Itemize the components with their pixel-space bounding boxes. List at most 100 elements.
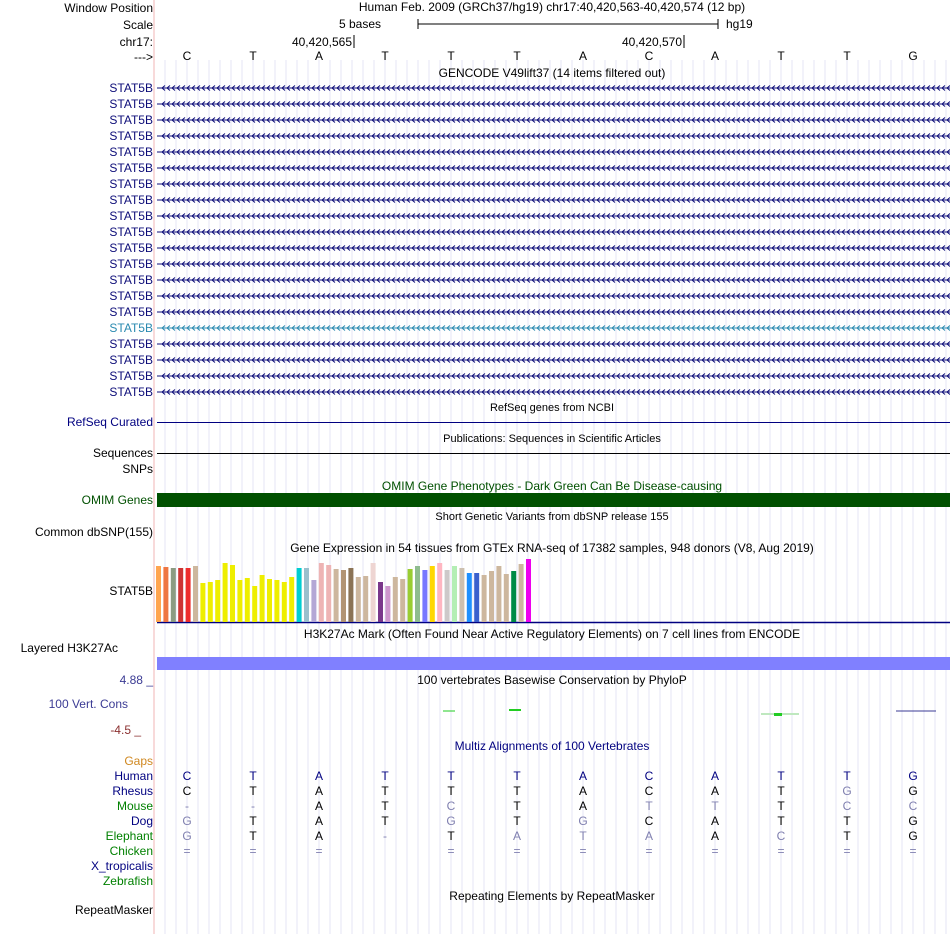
gencode-item-label[interactable]: STAT5B: [109, 273, 153, 287]
alignment-base: C: [182, 769, 192, 783]
gtex-tissue-bar: [274, 580, 280, 622]
alignment-base: =: [513, 844, 521, 858]
strand-arrows: [161, 85, 950, 91]
gencode-item-label[interactable]: STAT5B: [109, 113, 153, 127]
gencode-item-label[interactable]: STAT5B: [109, 193, 153, 207]
refseq-gene-line[interactable]: [157, 422, 950, 423]
alignment-base: T: [777, 799, 785, 813]
gencode-item-label[interactable]: STAT5B: [109, 337, 153, 351]
omim-track-title: OMIM Gene Phenotypes - Dark Green Can Be…: [381, 479, 723, 493]
gencode-item-label[interactable]: STAT5B: [109, 257, 153, 271]
gencode-item-label[interactable]: STAT5B: [109, 129, 153, 143]
publications-line[interactable]: [157, 453, 950, 454]
species-label[interactable]: Elephant: [105, 829, 153, 843]
gencode-item-label[interactable]: STAT5B: [109, 289, 153, 303]
strand-label: --->: [134, 50, 153, 64]
strand-arrows: [161, 325, 950, 331]
multiz-track-title: Multiz Alignments of 100 Vertebrates: [454, 739, 650, 753]
species-label[interactable]: Zebrafish: [102, 874, 153, 888]
dna-base: G: [908, 49, 918, 63]
assembly-text: hg19: [726, 17, 753, 31]
gtex-tissue-bar: [252, 586, 258, 622]
alignment-base: =: [249, 844, 257, 858]
gencode-item-label[interactable]: STAT5B: [109, 81, 153, 95]
phylop-signal[interactable]: [0, 695, 950, 735]
species-label[interactable]: Human: [114, 769, 153, 783]
dna-base: A: [710, 49, 720, 63]
gtex-tissue-bar: [311, 580, 317, 622]
omim-gene-bar[interactable]: [157, 493, 950, 507]
species-label[interactable]: Gaps: [124, 754, 153, 768]
species-label[interactable]: Rhesus: [112, 784, 153, 798]
h3k27ac-label[interactable]: Layered H3K27Ac: [20, 641, 118, 655]
species-label[interactable]: Dog: [130, 814, 153, 828]
gencode-item-label[interactable]: STAT5B: [109, 225, 153, 239]
gtex-tissue-bar: [289, 577, 295, 622]
alignment-base: T: [381, 799, 389, 813]
gtex-tissue-bar: [474, 573, 480, 622]
gtex-tissue-bar: [370, 563, 376, 622]
gencode-item-label[interactable]: STAT5B: [109, 161, 153, 175]
strand-arrows: [161, 101, 950, 107]
coord-label-2: 40,420,570: [621, 35, 682, 49]
h3k27ac-signal[interactable]: [157, 657, 950, 670]
gencode-item-label[interactable]: STAT5B: [109, 369, 153, 383]
gencode-item-label[interactable]: STAT5B: [109, 145, 153, 159]
sequences-label[interactable]: Sequences: [92, 446, 153, 460]
window-position-label: Window Position: [64, 1, 153, 15]
dna-base: C: [644, 49, 654, 63]
alignment-base: T: [447, 769, 455, 783]
repeatmasker-label[interactable]: RepeatMasker: [74, 903, 153, 917]
gencode-item-label[interactable]: STAT5B: [109, 305, 153, 319]
gencode-item-label[interactable]: STAT5B: [109, 209, 153, 223]
gtex-tissue-bar: [385, 586, 391, 622]
gencode-item-label[interactable]: STAT5B: [109, 97, 153, 111]
dbsnp-label[interactable]: Common dbSNP(155): [34, 525, 153, 539]
alignment-base: =: [711, 844, 719, 858]
gencode-item-label[interactable]: STAT5B: [109, 353, 153, 367]
gencode-item-label[interactable]: STAT5B: [109, 177, 153, 191]
strand-arrows: [161, 149, 950, 155]
alignment-base: C: [908, 799, 918, 813]
gtex-tissue-bar: [193, 566, 198, 622]
strand-arrows: [161, 117, 950, 123]
gtex-track-title: Gene Expression in 54 tissues from GTEx …: [290, 541, 814, 555]
alignment-base: A: [314, 814, 324, 828]
gtex-label[interactable]: STAT5B: [109, 584, 153, 598]
phylop-label[interactable]: 100 Vert. Cons: [48, 697, 128, 711]
species-label[interactable]: Mouse: [116, 799, 153, 813]
omim-label[interactable]: OMIM Genes: [81, 493, 153, 507]
alignment-base: G: [182, 814, 192, 828]
alignment-base: T: [513, 799, 521, 813]
strand-arrows: [161, 373, 950, 379]
gtex-tissue-bar: [333, 569, 339, 622]
gencode-transcripts[interactable]: [0, 78, 950, 408]
alignment-base: T: [645, 799, 653, 813]
species-label[interactable]: X_tropicalis: [90, 859, 153, 873]
snps-label[interactable]: SNPs: [122, 462, 153, 476]
alignment-base: -: [185, 799, 189, 813]
alignment-base: T: [513, 814, 521, 828]
chrom-label: chr17:: [119, 35, 153, 49]
species-label[interactable]: Chicken: [109, 844, 153, 858]
gtex-tissue-bar: [200, 583, 206, 622]
strand-arrows: [161, 133, 950, 139]
alignment-base: C: [446, 799, 456, 813]
alignment-base: T: [513, 784, 521, 798]
gtex-bar-chart[interactable]: [0, 553, 950, 625]
alignment-base: T: [249, 784, 257, 798]
alignment-base: =: [909, 844, 917, 858]
gtex-tissue-bar: [230, 565, 235, 622]
gencode-item-label[interactable]: STAT5B: [109, 385, 153, 399]
refseq-label[interactable]: RefSeq Curated: [66, 415, 153, 429]
alignment-base: T: [249, 814, 257, 828]
gtex-tissue-bar: [429, 566, 435, 622]
alignment-base: =: [777, 844, 785, 858]
alignment-base: T: [777, 814, 785, 828]
gtex-tissue-bar: [267, 579, 272, 622]
gencode-item-label[interactable]: STAT5B: [109, 241, 153, 255]
gencode-item-label[interactable]: STAT5B: [109, 321, 153, 335]
alignment-base: C: [776, 829, 786, 843]
alignment-base: =: [645, 844, 653, 858]
